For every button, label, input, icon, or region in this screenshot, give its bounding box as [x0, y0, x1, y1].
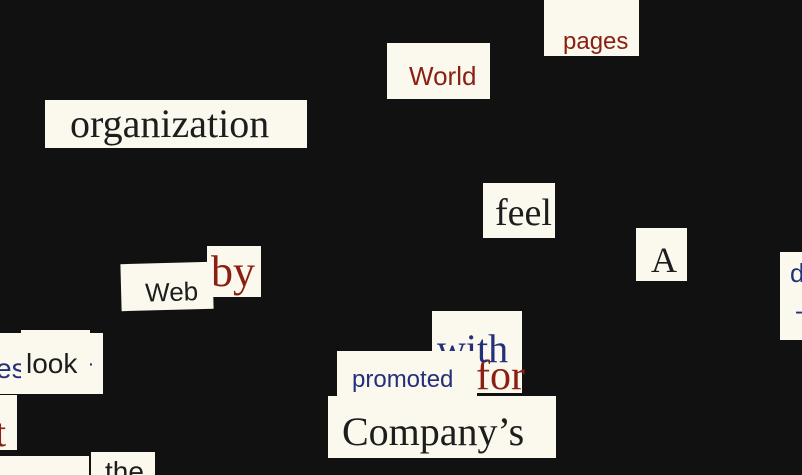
word-chip-a: A	[636, 228, 687, 281]
word-chip-pages: pages	[544, 0, 639, 56]
word-text-right-edge-bottom: -	[795, 300, 802, 324]
word-chip-feel: feel	[483, 183, 555, 238]
word-text-by: by	[211, 247, 255, 296]
word-chip-left-fragment: t	[0, 395, 17, 455]
word-text-pages: pages	[563, 28, 629, 55]
word-chip-promoted: promoted	[337, 351, 477, 398]
word-text-for-fragment: for	[476, 353, 525, 399]
word-chip-the: the	[91, 452, 155, 475]
word-text-promoted: promoted	[352, 366, 454, 393]
word-chip-companys: Company’s	[328, 396, 556, 458]
word-chip-by: by	[207, 246, 261, 297]
word-text-a: A	[651, 240, 677, 280]
word-chip-organization: organization	[45, 100, 307, 148]
word-text-left-fragment: t	[0, 410, 7, 455]
word-text-organization: organization	[70, 101, 270, 146]
word-chip-web: Web	[120, 261, 214, 312]
word-chip-right-edge-fragment: d -	[780, 252, 802, 340]
word-chip-bottom-left-blank	[0, 456, 89, 475]
word-text-the: the	[105, 456, 144, 475]
word-text-world: World	[409, 61, 477, 91]
word-text-right-edge-top: d	[790, 258, 802, 288]
word-text-companys: Company’s	[342, 409, 525, 454]
word-text-look: look	[26, 348, 78, 379]
word-text-feel: feel	[495, 192, 552, 234]
word-chip-world: World	[387, 43, 490, 99]
word-chip-look: look	[21, 330, 90, 385]
word-text-web: Web	[144, 276, 199, 308]
